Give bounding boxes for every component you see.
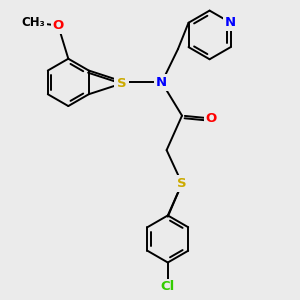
Text: N: N <box>156 76 167 89</box>
Text: Cl: Cl <box>161 280 175 293</box>
Text: N: N <box>225 16 236 29</box>
Text: CH₃: CH₃ <box>21 16 45 29</box>
Text: O: O <box>52 19 64 32</box>
Text: N: N <box>116 75 127 88</box>
Text: O: O <box>206 112 217 125</box>
Text: S: S <box>117 77 126 90</box>
Text: S: S <box>177 177 187 190</box>
